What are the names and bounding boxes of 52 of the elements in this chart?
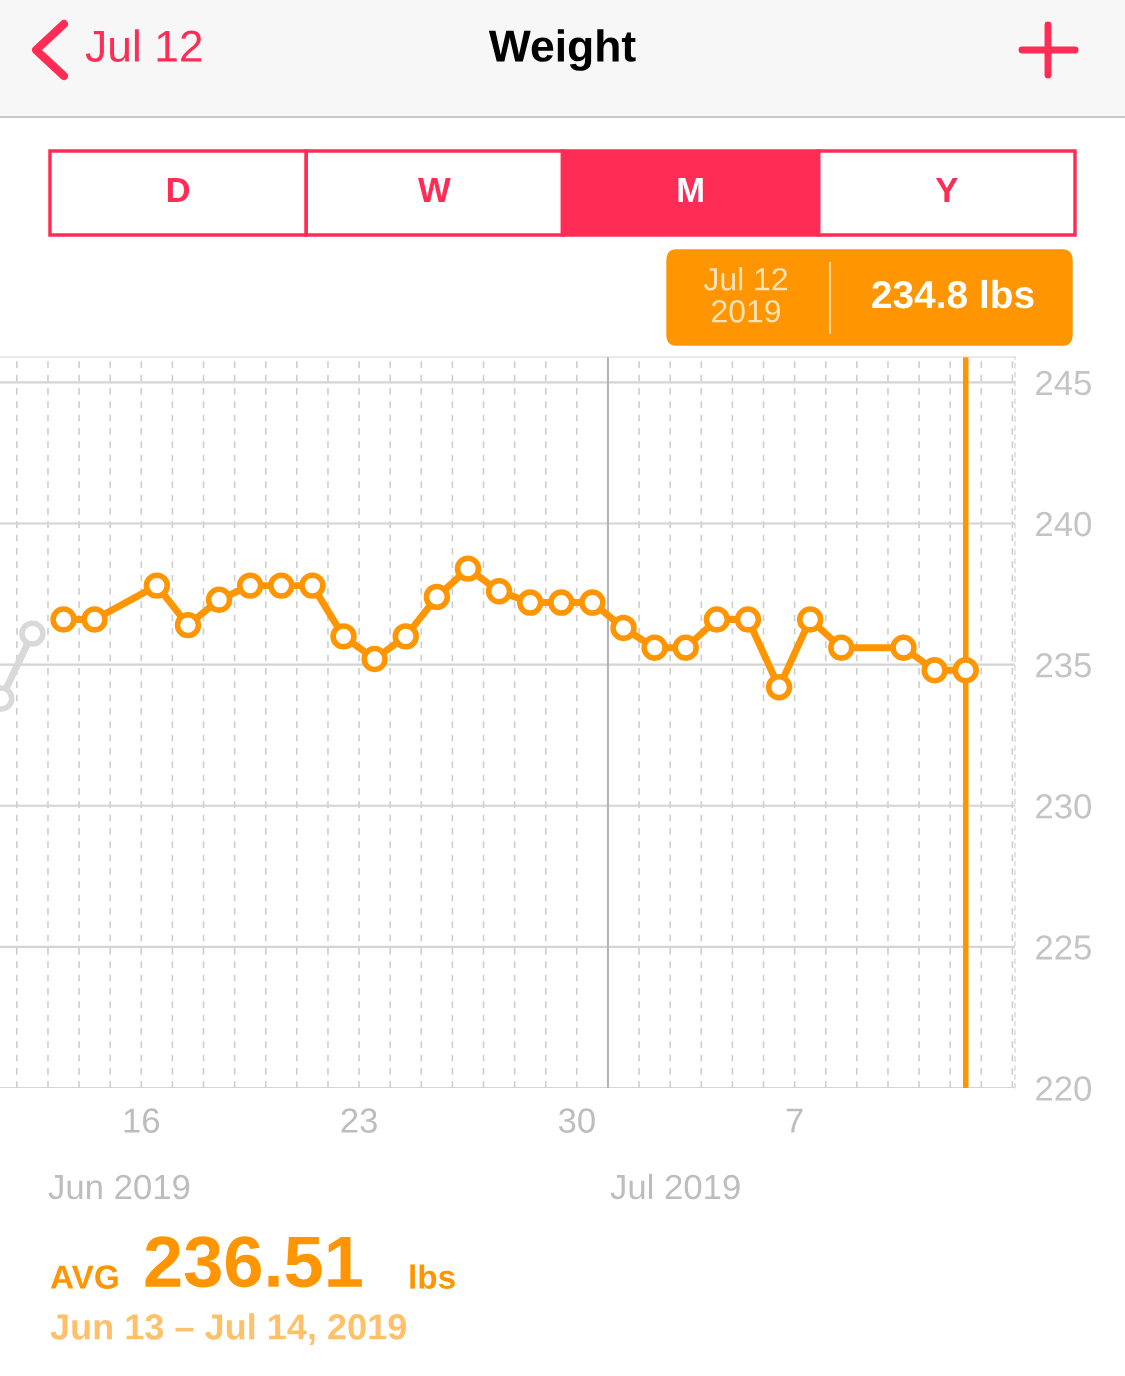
point [734,606,762,633]
x-tick-label: 30 [558,1108,595,1133]
point [268,572,295,599]
text: Jul 2019 [610,1173,740,1200]
point [454,555,482,582]
y-tick-label: 230 [1036,794,1092,819]
point [485,578,513,605]
text: Jun 13 – Jul 14, 2019 [50,1313,406,1345]
y-tick-label: 225 [1036,935,1091,960]
point [205,586,233,613]
text: Jul 12 [85,29,202,62]
text: 234.8 lbs [872,279,1034,309]
point [361,645,388,673]
chart-title: Weight [488,29,636,71]
y-tick-label: 240 [1036,511,1092,537]
y-tick-label: 235 [1036,652,1091,678]
point [548,589,575,616]
point [236,572,264,599]
point [299,572,326,599]
text: D [167,178,190,202]
point [174,611,202,639]
point [796,606,824,633]
point [50,606,77,633]
point [765,674,793,701]
point [952,657,979,684]
text: Y [935,178,958,202]
point [828,634,855,661]
point [330,623,357,650]
point [890,634,917,661]
point [423,583,451,611]
text: 236.51 [145,1236,362,1288]
text: M [678,178,703,202]
point [672,634,699,661]
text: W [418,178,451,202]
y-tick-label: 220 [1036,1076,1092,1101]
point [392,623,419,650]
text: lbs [410,1264,455,1289]
point [610,614,637,642]
point [81,606,108,633]
point [143,572,171,599]
x-tick-label: 23 [341,1108,377,1133]
point [516,589,544,616]
x-tick-label: 7 [786,1108,803,1133]
text: Jun 2019 [48,1174,190,1200]
point [703,606,731,633]
y-tick-label: 245 [1036,370,1091,396]
point [921,657,948,684]
x-tick-label: 16 [124,1108,160,1133]
point [641,634,668,661]
point [579,589,606,616]
text: Jul 12 2019 [703,267,788,323]
text: AVG [50,1265,118,1289]
